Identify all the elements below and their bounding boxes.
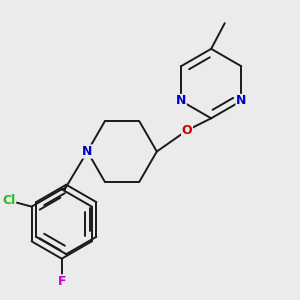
Text: O: O [182, 124, 192, 137]
Text: Cl: Cl [2, 194, 16, 207]
Text: F: F [58, 275, 66, 288]
Text: N: N [236, 94, 246, 107]
Text: N: N [176, 94, 186, 107]
Text: N: N [82, 145, 93, 158]
